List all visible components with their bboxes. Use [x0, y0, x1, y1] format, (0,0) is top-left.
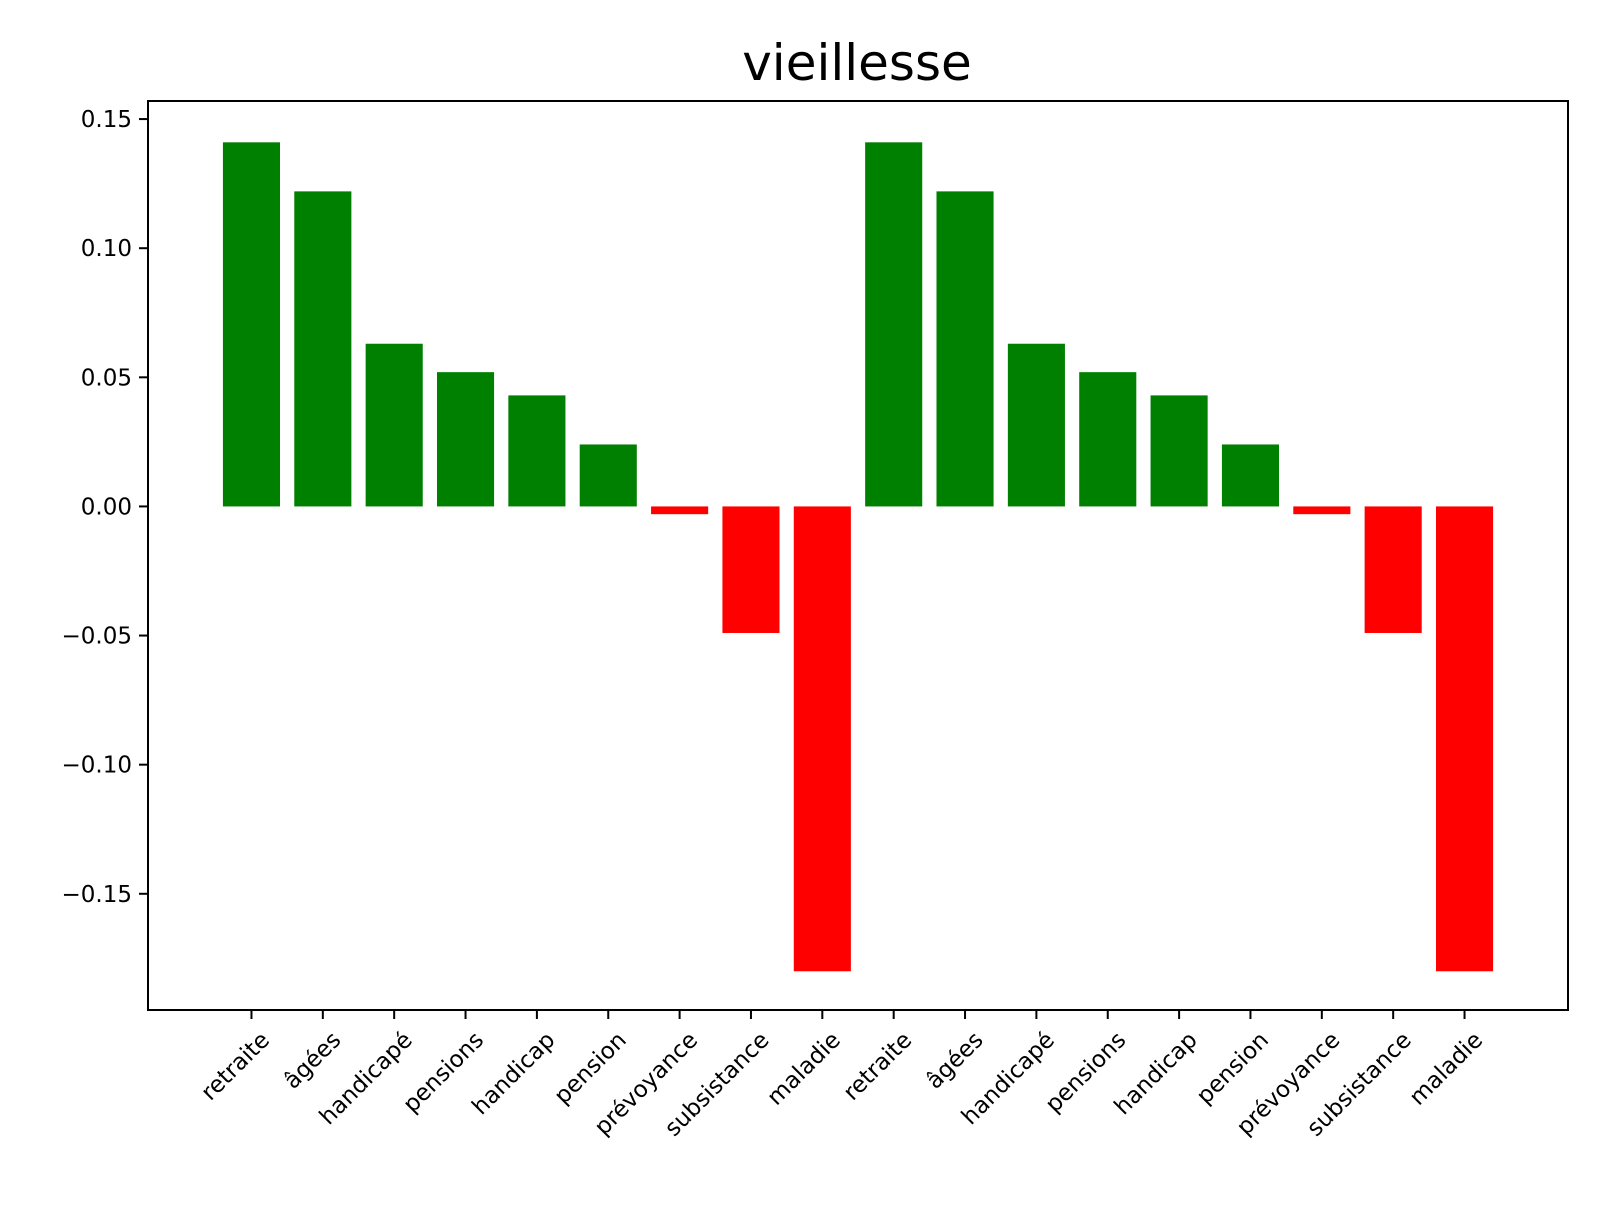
- bar-10: [936, 191, 994, 507]
- bar-1: [294, 191, 352, 507]
- y-tick-label-0: 0.15: [81, 107, 132, 133]
- y-tick-label-4: −0.05: [62, 624, 132, 650]
- bar-8: [793, 506, 851, 972]
- plot-frame: [147, 100, 1569, 1011]
- bar-4: [508, 395, 566, 507]
- bar-3: [436, 372, 495, 507]
- bar-11: [1007, 343, 1065, 507]
- bars-layer: [222, 142, 1494, 972]
- bar-0: [222, 142, 281, 507]
- x-tick-label-10: âgées: [921, 1027, 988, 1094]
- y-tick-label-1: 0.10: [81, 236, 132, 262]
- bar-13: [1150, 395, 1208, 507]
- bar-16: [1364, 506, 1422, 633]
- y-tick-label-3: 0.00: [81, 494, 132, 520]
- bar-15: [1293, 506, 1351, 515]
- x-tick-label-0: retraite: [196, 1027, 275, 1106]
- bar-2: [365, 343, 423, 507]
- x-tick-label-1: âgées: [279, 1027, 346, 1094]
- y-tick-label-5: −0.10: [62, 753, 132, 779]
- bar-7: [722, 506, 780, 633]
- y-tick-label-2: 0.05: [81, 365, 132, 391]
- bar-5: [579, 444, 637, 507]
- y-tick-label-6: −0.15: [62, 882, 132, 908]
- bar-9: [865, 142, 923, 507]
- bar-17: [1435, 506, 1494, 972]
- x-tick-label-8: maladie: [762, 1027, 846, 1111]
- x-tick-label-9: retraite: [839, 1027, 918, 1106]
- bar-12: [1079, 372, 1137, 507]
- chart-title: vieillesse: [742, 34, 972, 92]
- x-tick-label-17: maladie: [1405, 1027, 1489, 1111]
- bar-14: [1221, 444, 1280, 507]
- bar-6: [651, 506, 709, 515]
